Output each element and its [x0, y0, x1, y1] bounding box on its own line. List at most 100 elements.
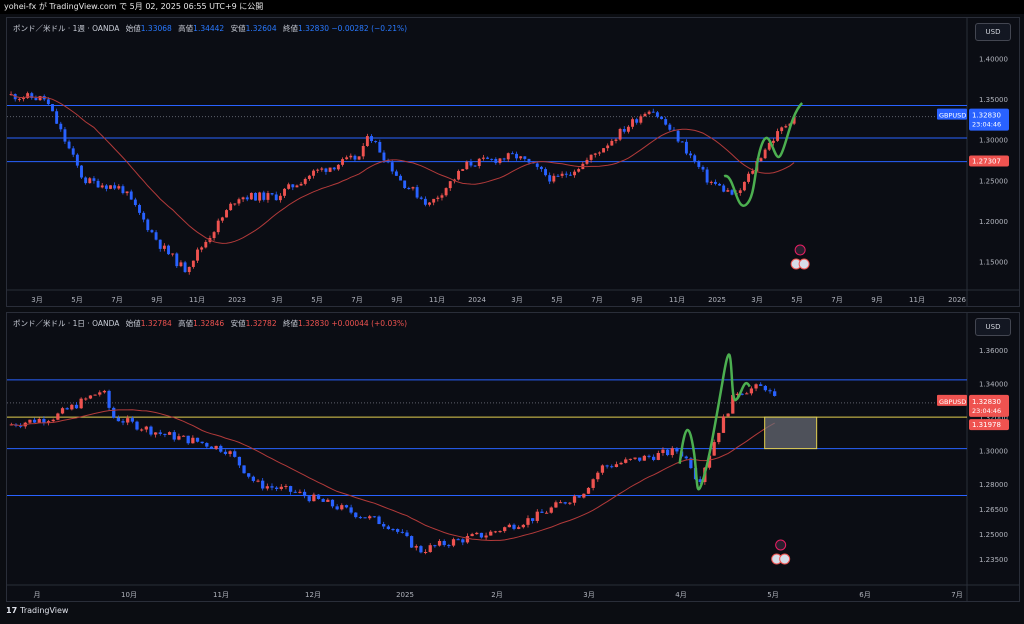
open-value: 1.32784: [140, 319, 172, 328]
candle-body: [84, 177, 88, 184]
candle-body: [469, 161, 473, 166]
weekly-chart-panel[interactable]: 1.40000 1.35000 1.30000 1.25000 1.20000 1.150…: [6, 17, 1020, 307]
time-tick-label: 9月: [631, 296, 642, 304]
candle-body: [573, 171, 576, 176]
candle-body: [465, 536, 470, 543]
price-tick-label: 1.28000: [979, 481, 1008, 489]
candle-body: [88, 395, 93, 399]
low-value: 1.32604: [245, 24, 277, 33]
candle-body: [130, 418, 134, 422]
candle-body: [214, 445, 218, 449]
candle-body: [494, 158, 498, 163]
publish-info-bar: yohei-fx が TradingView.com で 5月 02, 2025…: [0, 0, 1024, 14]
symbol-badge: [937, 108, 967, 120]
bar-countdown-value: 23:04:46: [972, 121, 1001, 129]
candle-body: [697, 160, 701, 167]
candle-body: [258, 192, 262, 201]
candle-body: [726, 190, 730, 192]
candle-body: [321, 498, 325, 502]
publish-info-text: yohei-fx が TradingView.com で 5月 02, 2025…: [4, 2, 264, 11]
candle-body: [17, 98, 21, 100]
time-tick-label: 11月: [213, 591, 229, 599]
candle-body: [423, 198, 427, 205]
candle-body: [312, 170, 315, 176]
candle-body: [405, 532, 409, 537]
candle-body: [142, 212, 146, 220]
candle-body: [493, 531, 498, 533]
candle-body: [456, 539, 460, 541]
candle-body: [596, 472, 600, 480]
candle-body: [204, 241, 208, 248]
low-label: 安値: [230, 319, 246, 328]
high-value: 1.32846: [193, 319, 225, 328]
price-tick-label: 1.36000: [979, 347, 1008, 355]
daily-chart-panel[interactable]: 1.36000 1.34000 1.32000 1.30000 1.28000 1.265…: [6, 312, 1020, 602]
candle-body: [216, 220, 220, 233]
candle-body: [9, 424, 13, 426]
candle-body: [763, 385, 767, 391]
candle-body: [291, 184, 295, 188]
tradingview-logo[interactable]: 17 TradingView: [6, 606, 68, 615]
candle-body: [295, 185, 299, 188]
candle-body: [730, 190, 734, 195]
candle-body: [74, 404, 79, 409]
candle-body: [172, 432, 176, 440]
candle-body: [382, 152, 386, 161]
candle-body: [125, 191, 129, 194]
candle-body: [340, 505, 344, 510]
candle-body: [400, 531, 404, 533]
candle-body: [237, 456, 242, 466]
current-price-badge: [969, 108, 1009, 131]
currency-button[interactable]: USD: [975, 23, 1011, 41]
candle-body: [51, 104, 54, 112]
candle-body: [479, 532, 484, 538]
candle-body: [585, 159, 589, 164]
currency-button[interactable]: USD: [975, 318, 1011, 336]
candle-body: [80, 165, 83, 178]
candle-body: [754, 384, 758, 389]
candle-body: [457, 170, 460, 180]
candle-body: [229, 203, 233, 211]
candle-body: [771, 140, 775, 143]
time-tick-label: 3月: [511, 296, 522, 304]
open-label: 始値: [125, 24, 141, 33]
candle-body: [670, 448, 674, 456]
candle-body: [225, 210, 228, 218]
daily-chart-canvas[interactable]: 1.36000 1.34000 1.32000 1.30000 1.28000 1.265…: [7, 313, 1019, 601]
candle-body: [223, 451, 228, 454]
candle-body: [126, 418, 130, 423]
candle-body: [84, 398, 88, 400]
candle-body: [610, 466, 614, 468]
candle-body: [102, 390, 107, 393]
candle-body: [411, 187, 415, 189]
candle-body: [324, 168, 328, 172]
candle-body: [600, 465, 605, 473]
time-tick-label: 9月: [391, 296, 402, 304]
level-price-value: 1.31978: [972, 421, 1001, 429]
candle-body: [63, 129, 67, 142]
price-tick-label: 1.35000: [979, 96, 1008, 104]
time-tick-label: 7月: [591, 296, 602, 304]
price-tick-label: 1.30000: [979, 447, 1008, 455]
candle-body: [684, 141, 688, 154]
candle-body: [163, 433, 167, 435]
candle-body: [92, 178, 96, 181]
candle-body: [614, 139, 618, 141]
candle-body: [447, 545, 451, 547]
weekly-chart-canvas[interactable]: 1.40000 1.35000 1.30000 1.25000 1.20000 1.150…: [7, 18, 1019, 306]
candle-body: [209, 446, 214, 449]
candle-body: [655, 112, 659, 117]
candle-body: [93, 394, 97, 396]
candle-body: [335, 506, 339, 510]
candle-body: [104, 185, 108, 189]
candle-body: [717, 432, 721, 443]
candle-body: [316, 169, 320, 171]
candle-body: [451, 539, 456, 546]
candle-body: [718, 183, 722, 186]
candle-body: [88, 178, 92, 184]
candle-body: [100, 185, 104, 188]
candle-body: [196, 249, 199, 261]
time-tick-label: 7月: [351, 296, 362, 304]
candle-body: [506, 153, 510, 160]
candle-body: [656, 452, 660, 460]
